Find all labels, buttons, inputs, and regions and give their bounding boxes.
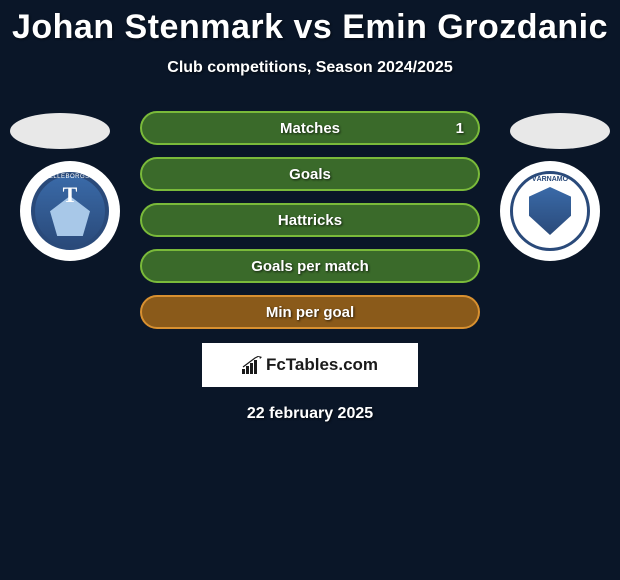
stats-rows: Matches 1 Goals Hattricks Goals per match Min… (140, 111, 480, 329)
club-badge-right: VÄRNAMO (500, 161, 600, 261)
varnamo-crest-icon: VÄRNAMO (510, 171, 590, 251)
stat-row: Min per goal (140, 295, 480, 329)
trelleborgs-crest-icon: TRELLEBORGS FF T (31, 172, 109, 250)
comparison-panel: TRELLEBORGS FF T VÄRNAMO Matches 1 Goals Ha… (0, 111, 620, 423)
date-text: 22 february 2025 (0, 405, 620, 423)
badge-left-arc: TRELLEBORGS FF (40, 174, 100, 180)
stat-value-right: 1 (456, 120, 464, 137)
stat-row: Goals per match (140, 249, 480, 283)
player-photo-placeholder-left (10, 113, 110, 149)
fctables-logo-icon (242, 356, 262, 374)
brand-box[interactable]: FcTables.com (202, 343, 418, 387)
stat-row: Matches 1 (140, 111, 480, 145)
stat-label: Hattricks (278, 212, 342, 229)
badge-left-letter: T (63, 182, 78, 208)
stat-row: Goals (140, 157, 480, 191)
stat-label: Goals (289, 166, 331, 183)
subtitle: Club competitions, Season 2024/2025 (0, 59, 620, 77)
player-photo-placeholder-right (510, 113, 610, 149)
stat-label: Matches (280, 120, 340, 137)
badge-right-arc: VÄRNAMO (532, 176, 568, 183)
stat-row: Hattricks (140, 203, 480, 237)
page-title: Johan Stenmark vs Emin Grozdanic (0, 0, 620, 47)
brand-text: FcTables.com (266, 355, 378, 375)
stat-label: Min per goal (266, 304, 354, 321)
stat-label: Goals per match (251, 258, 369, 275)
club-badge-left: TRELLEBORGS FF T (20, 161, 120, 261)
